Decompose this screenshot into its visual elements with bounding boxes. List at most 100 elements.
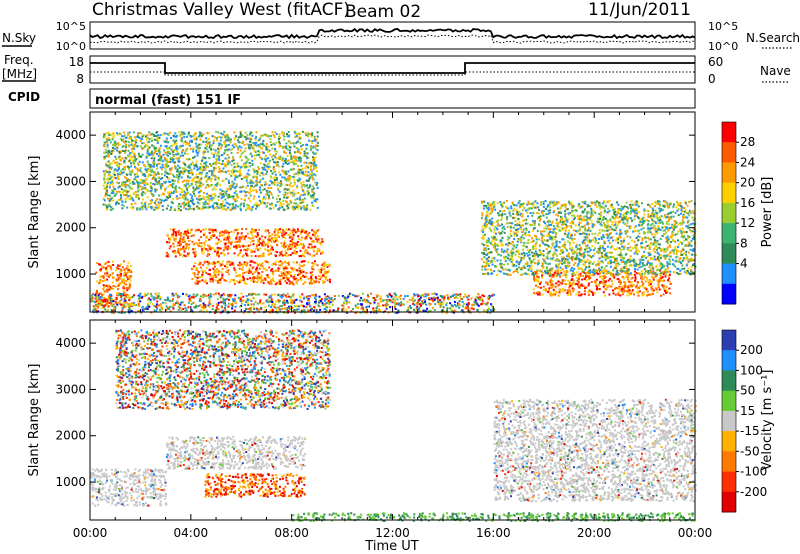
scatter-pixel <box>97 294 100 297</box>
scatter-pixel <box>192 301 195 304</box>
scatter-pixel <box>107 260 110 263</box>
scatter-pixel <box>121 203 124 206</box>
scatter-pixel <box>323 265 326 268</box>
scatter-pixel <box>97 310 99 313</box>
scatter-pixel <box>156 142 159 144</box>
scatter-pixel <box>98 300 101 303</box>
scatter-pixel <box>250 271 253 273</box>
scatter-pixel <box>244 147 247 150</box>
scatter-pixel <box>111 276 114 279</box>
scatter-pixel <box>202 153 205 156</box>
scatter-pixel <box>293 151 296 154</box>
scatter-pixel <box>175 157 178 160</box>
scatter-pixel <box>268 165 271 168</box>
scatter-pixel <box>132 301 135 304</box>
scatter-pixel <box>250 300 253 302</box>
scatter-pixel <box>204 140 207 143</box>
scatter-pixel <box>325 272 328 275</box>
scatter-pixel <box>189 299 192 302</box>
scatter-pixel <box>150 153 153 156</box>
scatter-pixel <box>125 172 128 175</box>
scatter-pixel <box>128 131 131 134</box>
scatter-pixel <box>362 306 364 309</box>
scatter-pixel <box>157 181 160 184</box>
scatter-pixel <box>569 293 572 296</box>
scatter-pixel <box>197 185 199 187</box>
scatter-pixel <box>185 207 188 210</box>
scatter-pixel <box>284 194 287 196</box>
scatter-pixel <box>286 192 289 195</box>
scatter-pixel <box>345 297 348 300</box>
scatter-pixel <box>169 160 172 163</box>
scatter-pixel <box>367 300 370 303</box>
scatter-pixel <box>126 289 129 292</box>
scatter-pixel <box>642 293 645 296</box>
scatter-pixel <box>106 141 109 144</box>
scatter-pixel <box>182 246 185 248</box>
scatter-pixel <box>108 203 111 206</box>
scatter-pixel <box>196 205 199 208</box>
scatter-pixel <box>240 202 243 205</box>
scatter-pixel <box>219 136 222 139</box>
scatter-pixel <box>124 186 127 189</box>
scatter-pixel <box>253 292 256 295</box>
scatter-pixel <box>464 293 466 296</box>
noise-panel <box>89 21 696 50</box>
scatter-pixel <box>348 301 351 304</box>
scatter-pixel <box>231 180 234 183</box>
scatter-pixel <box>194 188 197 191</box>
scatter-pixel <box>181 301 184 304</box>
scatter-pixel <box>284 265 287 268</box>
scatter-pixel <box>287 144 290 147</box>
scatter-pixel <box>239 249 242 252</box>
scatter-pixel <box>169 209 172 211</box>
scatter-pixel <box>115 193 118 195</box>
scatter-pixel <box>243 238 246 241</box>
scatter-pixel <box>366 305 369 308</box>
noise-tick-left-top: 10^5 <box>56 20 86 33</box>
scatter-pixel <box>224 140 227 143</box>
scatter-pixel <box>144 188 147 191</box>
scatter-pixel <box>101 307 104 310</box>
scatter-pixel <box>180 176 183 179</box>
scatter-pixel <box>162 153 165 156</box>
scatter-pixel <box>295 159 298 162</box>
scatter-pixel <box>417 299 420 302</box>
scatter-pixel <box>152 152 155 155</box>
scatter-pixel <box>249 186 252 189</box>
scatter-pixel <box>227 242 230 245</box>
scatter-pixel <box>220 230 222 233</box>
scatter-pixel <box>121 207 124 210</box>
scatter-pixel <box>232 264 235 267</box>
scatter-pixel <box>193 203 195 206</box>
scatter-pixel <box>219 188 222 191</box>
scatter-pixel <box>113 194 116 197</box>
scatter-pixel <box>221 196 224 198</box>
scatter-pixel <box>210 230 213 233</box>
scatter-pixel <box>220 204 223 207</box>
scatter-pixel <box>201 279 204 282</box>
scatter-pixel <box>107 274 110 276</box>
scatter-pixel <box>241 255 244 258</box>
scatter-pixel <box>312 162 315 165</box>
scatter-pixel <box>246 172 249 175</box>
scatter-pixel <box>110 299 113 301</box>
scatter-pixel <box>264 230 267 233</box>
scatter-pixel <box>275 197 278 200</box>
scatter-pixel <box>226 144 229 147</box>
scatter-pixel <box>453 300 456 303</box>
scatter-pixel <box>284 152 287 154</box>
scatter-pixel <box>192 293 195 296</box>
scatter-pixel <box>268 296 271 299</box>
scatter-pixel <box>226 294 229 297</box>
scatter-pixel <box>439 306 442 309</box>
scatter-pixel <box>314 198 317 201</box>
scatter-pixel <box>141 205 144 208</box>
scatter-pixel <box>176 197 179 200</box>
scatter-pixel <box>193 192 196 195</box>
scatter-pixel <box>281 261 284 264</box>
scatter-pixel <box>123 189 126 192</box>
scatter-pixel <box>312 250 315 253</box>
scatter-pixel <box>227 202 230 205</box>
scatter-pixel <box>299 137 302 140</box>
